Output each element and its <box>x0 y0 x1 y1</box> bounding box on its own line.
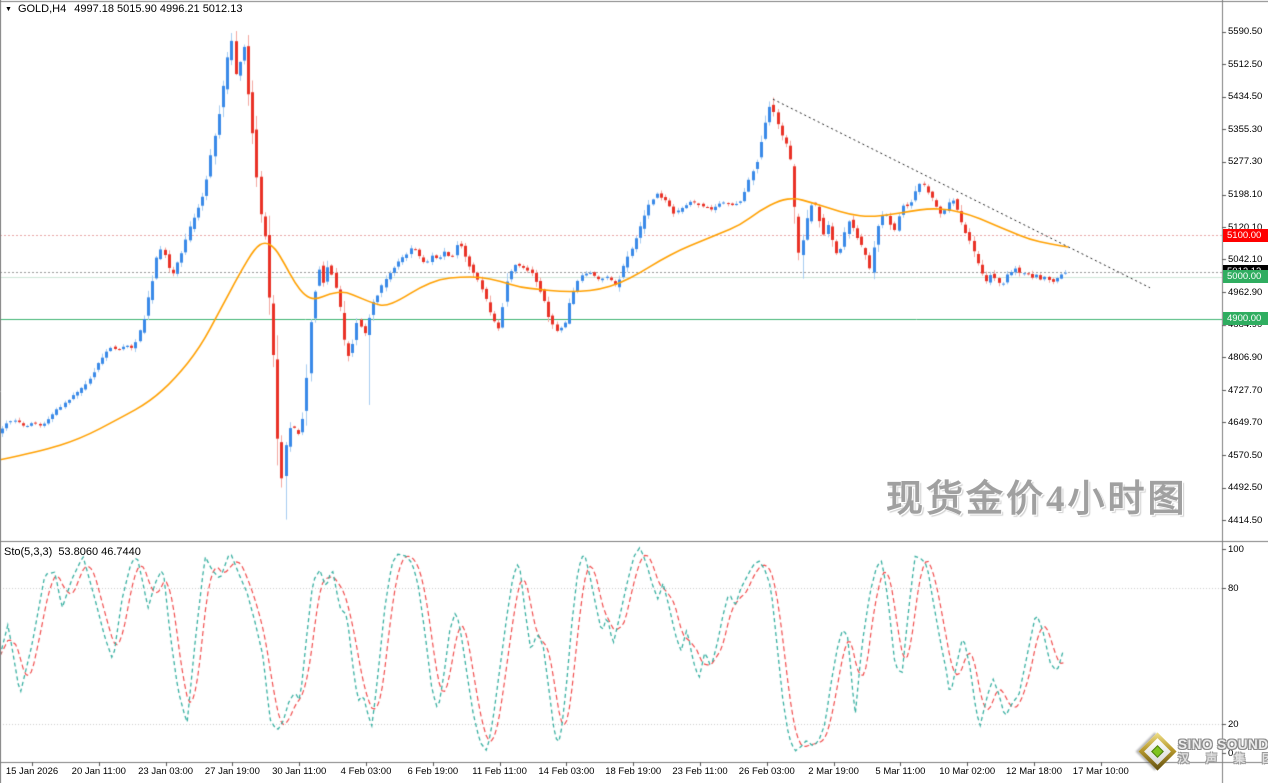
y-axis-tick: 4962.90 <box>1228 286 1263 298</box>
sto-axis-tick: 100 <box>1228 543 1244 555</box>
symbol-period-label: GOLD,H4 <box>17 3 67 15</box>
x-axis-tick: 17 Mar 10:00 <box>1072 766 1129 777</box>
x-axis-tick: 30 Jan 11:00 <box>272 766 327 777</box>
sino-sound-logo-icon <box>1138 732 1177 771</box>
ohlc-values: 4997.18 5015.90 4996.21 5012.13 <box>74 3 243 15</box>
y-axis-tick: 5042.10 <box>1228 253 1263 265</box>
brand-name-chinese: 汉 声 集 团 <box>1178 752 1268 765</box>
y-axis-tick: 5198.10 <box>1228 189 1263 201</box>
x-axis-tick: 20 Jan 11:00 <box>71 766 126 777</box>
brand-name: SINO SOUND <box>1178 737 1268 753</box>
x-axis-tick: 27 Jan 19:00 <box>204 766 260 777</box>
x-axis-tick: 12 Mar 18:00 <box>1006 766 1062 777</box>
price-level-badge: 5000.00 <box>1223 270 1268 284</box>
x-axis-tick: 11 Feb 11:00 <box>472 766 527 777</box>
x-axis-tick: 26 Feb 03:00 <box>738 766 795 777</box>
y-axis-tick: 4414.50 <box>1228 514 1263 526</box>
y-axis-tick: 5277.30 <box>1228 156 1263 168</box>
y-axis-tick: 5434.50 <box>1228 91 1263 102</box>
brand-watermark: SINO SOUND 汉 声 集 团 <box>1138 732 1268 771</box>
chart-header: ▼ GOLD,H4 4997.18 5015.90 4996.21 5012.1… <box>5 3 242 15</box>
indicator-name: Sto(5,3,3) <box>4 546 53 558</box>
y-axis-tick: 5120.10 <box>1228 221 1263 233</box>
y-axis-tick: 4806.90 <box>1228 351 1263 363</box>
x-axis-tick: 18 Feb 19:00 <box>605 766 662 777</box>
x-axis-tick: 15 Jan 2026 <box>5 766 59 777</box>
indicator-values: 53.8060 46.7440 <box>58 546 141 558</box>
price-level-badge: 5100.00 <box>1223 228 1268 242</box>
collapse-indicator-icon[interactable]: ▼ <box>5 5 12 13</box>
x-axis-tick: 2 Mar 19:00 <box>808 766 859 777</box>
y-axis-tick: 4727.70 <box>1228 384 1263 396</box>
x-axis-tick: 23 Jan 03:00 <box>138 766 194 777</box>
indicator-label: Sto(5,3,3) 53.8060 46.7440 <box>4 546 141 558</box>
y-axis-tick: 4649.70 <box>1228 416 1263 428</box>
x-axis-tick: 23 Feb 11:00 <box>672 766 728 777</box>
brand-text-block: SINO SOUND 汉 声 集 团 <box>1178 738 1268 765</box>
sto-axis-tick: 0 <box>1228 747 1234 759</box>
y-axis-tick: 4492.50 <box>1228 482 1263 494</box>
price-level-badge: 4900.00 <box>1223 312 1268 326</box>
x-axis-tick: 10 Mar 02:00 <box>939 766 996 777</box>
x-axis-tick: 5 Mar 11:00 <box>875 766 926 777</box>
y-axis-tick: 5512.50 <box>1228 58 1263 70</box>
x-axis-tick: 14 Feb 03:00 <box>538 766 595 777</box>
x-axis-tick: 6 Feb 19:00 <box>407 766 459 777</box>
y-axis-tick: 5590.50 <box>1228 26 1263 38</box>
y-axis-tick: 5355.30 <box>1228 123 1263 135</box>
y-axis-tick: 4570.50 <box>1228 449 1263 461</box>
sto-axis-tick: 80 <box>1228 582 1239 594</box>
x-axis-tick: 4 Feb 03:00 <box>340 766 392 777</box>
sto-axis-tick: 20 <box>1228 718 1239 730</box>
